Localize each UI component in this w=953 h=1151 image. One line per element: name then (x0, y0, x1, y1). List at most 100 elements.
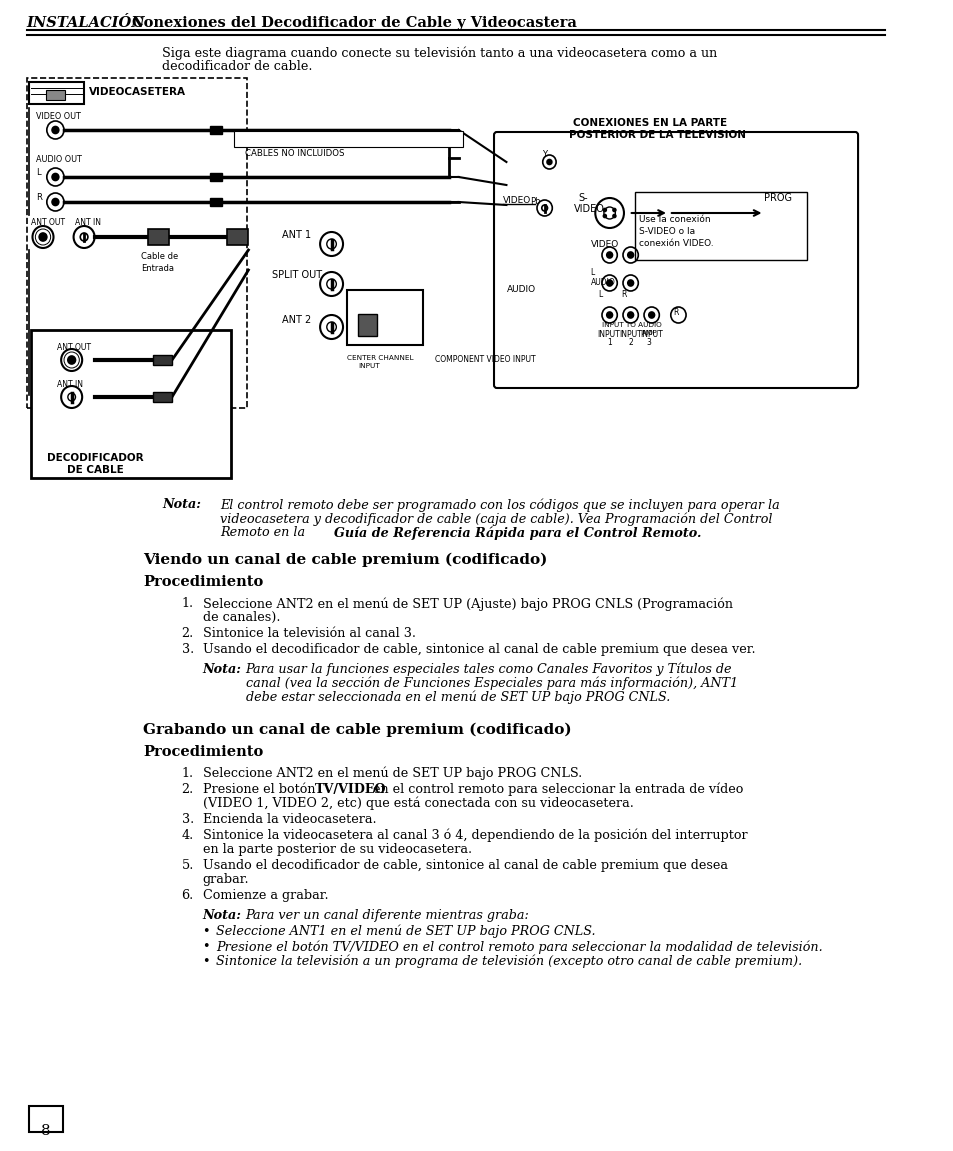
Text: Entrada: Entrada (141, 264, 174, 273)
Circle shape (648, 312, 654, 318)
Text: VIDEO: VIDEO (590, 241, 618, 249)
Bar (210, 125, 221, 134)
Text: Seleccione ANT1 en el menú de SET UP bajo PROG CNLS.: Seleccione ANT1 en el menú de SET UP baj… (215, 925, 595, 938)
Text: Guía de Referencia Rápida para el Control Remoto.: Guía de Referencia Rápida para el Contro… (335, 526, 701, 540)
Bar (27, 78, 246, 407)
Text: L: L (590, 268, 594, 277)
Text: DE CABLE: DE CABLE (67, 465, 124, 475)
Text: Remoto en la: Remoto en la (219, 526, 309, 539)
Text: Usando el decodificador de cable, sintonice al canal de cable premium que desea: Usando el decodificador de cable, sinton… (202, 859, 727, 872)
Text: INPUT: INPUT (597, 330, 619, 340)
Text: 3: 3 (645, 338, 650, 346)
Circle shape (606, 252, 612, 258)
Text: Para usar la funciones especiales tales como Canales Favoritos y Títulos de: Para usar la funciones especiales tales … (245, 663, 731, 677)
FancyBboxPatch shape (494, 132, 857, 388)
Text: Encienda la videocasetera.: Encienda la videocasetera. (202, 813, 375, 826)
Text: en el control remoto para seleccionar la entrada de vídeo: en el control remoto para seleccionar la… (369, 783, 742, 796)
Text: Para ver un canal diferente mientras graba:: Para ver un canal diferente mientras gra… (245, 909, 529, 922)
Bar (152, 392, 172, 402)
Text: Nota:: Nota: (202, 663, 241, 676)
Circle shape (546, 160, 551, 165)
Text: Seleccione ANT2 en el menú de SET UP (Ajuste) bajo PROG CNLS (Programación: Seleccione ANT2 en el menú de SET UP (Aj… (202, 597, 732, 610)
Bar (227, 229, 248, 245)
Text: en la parte posterior de su videocasetera.: en la parte posterior de su videocaseter… (202, 843, 471, 856)
Bar (30, 330, 231, 478)
Text: AUDIO: AUDIO (590, 279, 615, 287)
Text: conexión VIDEO.: conexión VIDEO. (639, 239, 713, 247)
Text: Sintonice la televisión al canal 3.: Sintonice la televisión al canal 3. (202, 627, 416, 640)
Text: grabar.: grabar. (202, 872, 249, 886)
Text: (VIDEO 1, VIDEO 2, etc) que está conectada con su videocasetera.: (VIDEO 1, VIDEO 2, etc) que está conecta… (202, 796, 633, 810)
Bar (635, 192, 806, 260)
Text: 5.: 5. (181, 859, 193, 872)
Text: 2.: 2. (181, 627, 193, 640)
Text: INPUT TO AUDIO: INPUT TO AUDIO (601, 322, 661, 328)
Circle shape (606, 280, 612, 285)
Text: Viendo un canal de cable premium (codificado): Viendo un canal de cable premium (codifi… (143, 552, 547, 567)
Text: S-VIDEO o la: S-VIDEO o la (639, 227, 695, 236)
Text: Cable de: Cable de (141, 252, 178, 261)
Text: INPUT: INPUT (639, 330, 662, 340)
Circle shape (606, 312, 612, 318)
Text: Usando el decodificador de cable, sintonice al canal de cable premium que desea : Usando el decodificador de cable, sinton… (202, 643, 755, 656)
Text: ANT OUT: ANT OUT (57, 343, 91, 352)
Bar (46, 90, 65, 100)
Text: R: R (620, 290, 626, 299)
Text: •: • (202, 940, 210, 953)
Text: CABLES NO INCLUIDOS: CABLES NO INCLUIDOS (244, 148, 344, 158)
Text: VIDEO: VIDEO (502, 196, 530, 205)
Bar (148, 229, 169, 245)
Text: Presione el botón: Presione el botón (202, 783, 318, 796)
Text: Pb: Pb (530, 197, 540, 206)
Text: INPUT: INPUT (358, 363, 379, 369)
Text: SPLIT OUT: SPLIT OUT (272, 270, 322, 280)
Text: ANT OUT: ANT OUT (30, 218, 65, 227)
Circle shape (627, 252, 633, 258)
Circle shape (52, 198, 59, 206)
Text: R: R (673, 308, 679, 317)
Circle shape (627, 280, 633, 285)
Text: Nota:: Nota: (202, 909, 241, 922)
Text: AMP: AMP (641, 330, 657, 336)
Text: Grabando un canal de cable premium (codificado): Grabando un canal de cable premium (codi… (143, 723, 572, 738)
Text: Y: Y (541, 150, 546, 159)
Circle shape (68, 356, 75, 364)
Text: Procedimiento: Procedimiento (143, 745, 263, 759)
Text: 2.: 2. (181, 783, 193, 796)
Circle shape (603, 208, 606, 212)
Text: INSTALACIÓN: INSTALACIÓN (27, 16, 145, 30)
Bar (29, 1106, 63, 1131)
Text: Sintonice la televisión a un programa de televisión (excepto otro canal de cable: Sintonice la televisión a un programa de… (215, 955, 801, 968)
Text: COMPONENT VIDEO INPUT: COMPONENT VIDEO INPUT (435, 355, 535, 364)
Circle shape (613, 214, 616, 218)
Text: R: R (36, 193, 42, 201)
Text: L: L (598, 290, 601, 299)
Text: L: L (36, 168, 41, 177)
Text: VIDEOCASETERA: VIDEOCASETERA (89, 87, 186, 97)
Text: debe estar seleccionada en el menú de SET UP bajo PROG CNLS.: debe estar seleccionada en el menú de SE… (245, 691, 669, 704)
Bar (358, 314, 377, 336)
Bar (233, 131, 463, 147)
Text: 3.: 3. (181, 813, 193, 826)
Text: POSTERIOR DE LA TELEVISION: POSTERIOR DE LA TELEVISION (569, 130, 745, 140)
Text: El control remoto debe ser programado con los códigos que se incluyen para opera: El control remoto debe ser programado co… (219, 498, 779, 511)
Text: DECODIFICADOR: DECODIFICADOR (48, 453, 144, 463)
Text: CONEXIONES EN LA PARTE: CONEXIONES EN LA PARTE (573, 119, 727, 128)
Text: 1: 1 (606, 338, 611, 346)
Text: CENTER CHANNEL: CENTER CHANNEL (347, 355, 413, 361)
Text: Seleccione ANT2 en el menú de SET UP bajo PROG CNLS.: Seleccione ANT2 en el menú de SET UP baj… (202, 767, 581, 780)
Circle shape (627, 312, 633, 318)
Text: ANT IN: ANT IN (57, 380, 83, 389)
Text: 8: 8 (41, 1125, 51, 1138)
Circle shape (52, 174, 59, 181)
Bar (210, 198, 221, 206)
Text: AUDIO OUT: AUDIO OUT (36, 155, 82, 163)
Text: VIDEO: VIDEO (574, 204, 604, 214)
Text: ANT 1: ANT 1 (281, 230, 311, 241)
Text: 4.: 4. (181, 829, 193, 843)
Text: decodificador de cable.: decodificador de cable. (162, 60, 313, 73)
Text: •: • (202, 955, 210, 968)
Circle shape (52, 127, 59, 134)
Bar (29, 82, 84, 104)
Text: Siga este diagrama cuando conecte su televisión tanto a una videocasetera como a: Siga este diagrama cuando conecte su tel… (162, 46, 717, 60)
